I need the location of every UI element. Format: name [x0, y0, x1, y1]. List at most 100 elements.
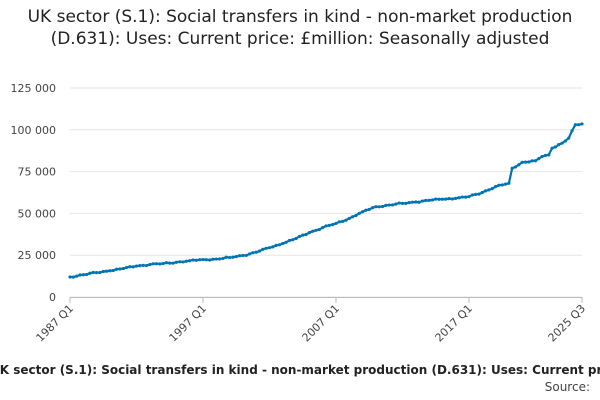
- data-point: [344, 218, 348, 222]
- data-point: [304, 232, 308, 237]
- data-point: [174, 260, 178, 264]
- data-point: [118, 267, 122, 271]
- data-point: [464, 195, 468, 199]
- data-point: [417, 200, 421, 204]
- data-point: [284, 240, 288, 244]
- data-point: [68, 275, 72, 279]
- y-tick-label: 50 000: [18, 207, 57, 220]
- data-point: [301, 233, 305, 237]
- data-point: [71, 275, 75, 279]
- data-point: [580, 122, 584, 126]
- data-point: [261, 247, 265, 251]
- data-point: [357, 211, 361, 215]
- data-point: [237, 254, 242, 258]
- data-point: [144, 263, 149, 268]
- data-point: [334, 221, 338, 226]
- data-point: [81, 273, 85, 277]
- data-point: [224, 255, 228, 259]
- data-point: [114, 267, 119, 271]
- data-point: [360, 210, 365, 214]
- data-point: [407, 201, 411, 205]
- data-point: [75, 274, 79, 278]
- data-point: [560, 141, 564, 145]
- data-point: [467, 195, 471, 199]
- data-point: [214, 257, 218, 261]
- data-point: [178, 260, 182, 264]
- data-point: [377, 205, 381, 209]
- data-point: [307, 231, 311, 235]
- data-point: [264, 246, 268, 250]
- data-point: [257, 249, 262, 253]
- data-point: [447, 197, 451, 201]
- data-point: [98, 270, 102, 275]
- data-point: [128, 265, 132, 269]
- data-point: [557, 143, 561, 147]
- data-point: [244, 253, 248, 258]
- data-point: [134, 264, 139, 268]
- data-point: [221, 256, 225, 261]
- data-point: [493, 185, 498, 189]
- data-point: [503, 182, 508, 186]
- data-point: [91, 270, 95, 275]
- data-point: [440, 197, 444, 201]
- data-point: [148, 262, 152, 267]
- data-point: [527, 160, 531, 164]
- data-point: [184, 259, 188, 263]
- chart-title: UK sector (S.1): Social transfers in kin…: [27, 7, 573, 49]
- data-point: [104, 269, 109, 273]
- data-point: [85, 272, 89, 277]
- data-point: [158, 262, 162, 266]
- data-point: [523, 160, 528, 164]
- data-point: [194, 258, 198, 262]
- x-tick-label: 2017 Q1: [433, 302, 476, 345]
- data-point: [533, 159, 538, 163]
- data-point: [171, 261, 175, 265]
- y-tick-label: 125 000: [11, 82, 57, 95]
- data-point: [111, 268, 115, 273]
- data-point: [188, 259, 192, 263]
- data-point: [387, 203, 391, 207]
- data-point: [457, 196, 461, 200]
- data-point: [410, 200, 415, 204]
- data-point: [341, 219, 345, 223]
- y-tick-label: 25 000: [18, 249, 57, 262]
- data-point: [550, 146, 554, 150]
- data-point: [487, 188, 491, 192]
- data-point: [168, 261, 172, 265]
- data-point: [474, 192, 478, 196]
- y-tick-label: 75 000: [18, 166, 57, 179]
- data-point: [437, 197, 441, 201]
- data-point: [227, 255, 232, 260]
- data-point: [420, 199, 425, 203]
- source-label: Source:: [544, 380, 590, 394]
- data-point: [543, 153, 548, 158]
- data-point: [397, 201, 401, 205]
- data-point: [454, 196, 458, 200]
- data-point: [400, 201, 405, 205]
- data-point: [131, 265, 135, 269]
- data-point: [108, 269, 112, 273]
- data-point: [480, 190, 484, 195]
- data-point: [347, 216, 351, 221]
- data-point: [101, 269, 105, 274]
- data-point: [513, 165, 518, 169]
- data-point: [517, 163, 521, 167]
- data-point: [281, 241, 285, 246]
- data-point: [164, 261, 169, 265]
- data-point: [201, 257, 205, 262]
- data-point: [354, 213, 358, 218]
- x-tick-label: 1997 Q1: [167, 302, 210, 345]
- data-point: [321, 226, 325, 230]
- data-point: [394, 202, 398, 206]
- data-point: [510, 166, 514, 170]
- data-point: [241, 253, 245, 258]
- data-point: [95, 270, 99, 275]
- data-point: [78, 273, 82, 277]
- data-point: [254, 250, 258, 254]
- data-point: [477, 192, 481, 196]
- data-point: [540, 154, 544, 159]
- data-point: [434, 197, 438, 201]
- data-point: [327, 223, 331, 227]
- data-point: [211, 257, 215, 261]
